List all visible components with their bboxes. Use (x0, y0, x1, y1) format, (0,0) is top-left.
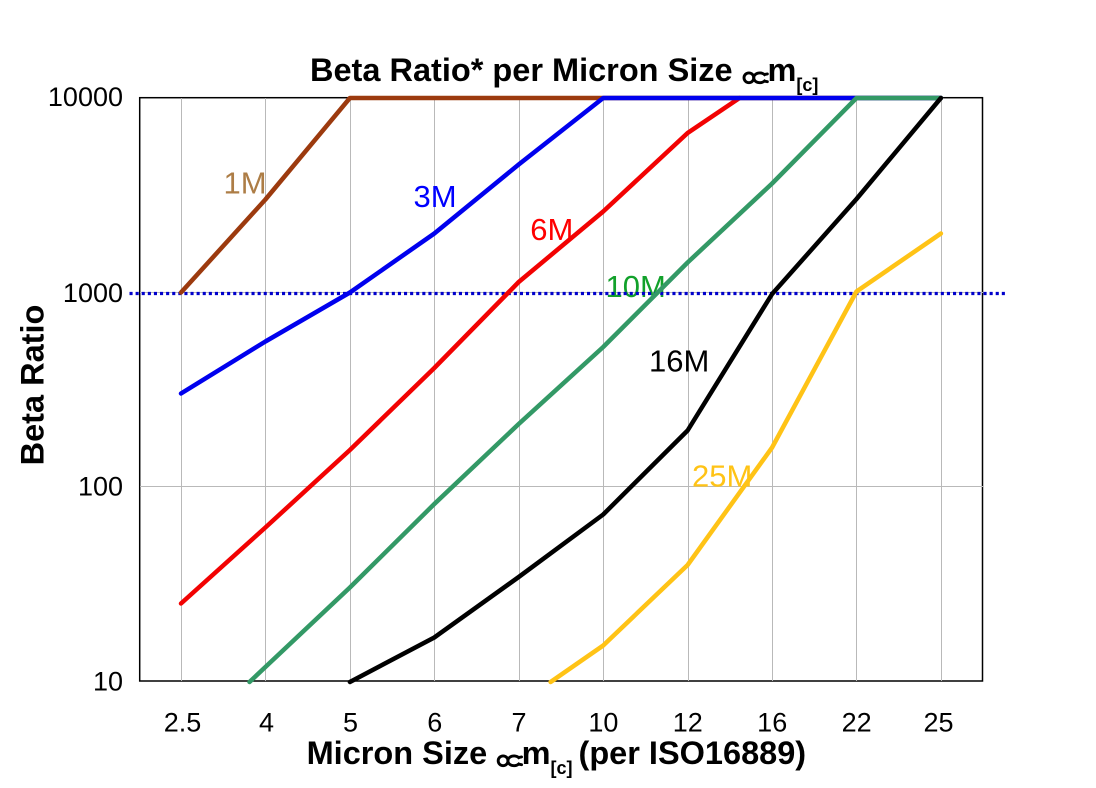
svg-text:m: m (768, 52, 797, 88)
svg-text:3M: 3M (414, 179, 457, 214)
svg-text:Beta Ratio: Beta Ratio (15, 305, 51, 466)
svg-text:5: 5 (343, 708, 358, 738)
svg-text:25: 25 (923, 708, 953, 738)
svg-text:Micron Size: Micron Size (307, 735, 488, 771)
svg-text:[c]: [c] (551, 758, 573, 778)
svg-text:22: 22 (842, 708, 872, 738)
svg-text:16M: 16M (649, 344, 709, 379)
svg-text:m: m (522, 735, 551, 771)
svg-text:(per ISO16889): (per ISO16889) (579, 735, 807, 771)
svg-text:10000: 10000 (48, 82, 123, 112)
svg-text:4: 4 (259, 708, 274, 738)
svg-text:10M: 10M (606, 269, 666, 304)
svg-text:6: 6 (427, 708, 442, 738)
svg-text:2.5: 2.5 (164, 708, 202, 738)
svg-text:7: 7 (511, 708, 526, 738)
svg-text:10: 10 (588, 708, 618, 738)
svg-text:Beta Ratio* per Micron Size: Beta Ratio* per Micron Size (310, 52, 733, 88)
svg-text:[c]: [c] (796, 75, 818, 95)
svg-text:16: 16 (757, 708, 787, 738)
svg-text:12: 12 (673, 708, 703, 738)
svg-text:1M: 1M (224, 166, 267, 201)
svg-text:100: 100 (78, 472, 123, 502)
svg-text:1000: 1000 (63, 278, 123, 308)
svg-text:10: 10 (93, 667, 123, 697)
